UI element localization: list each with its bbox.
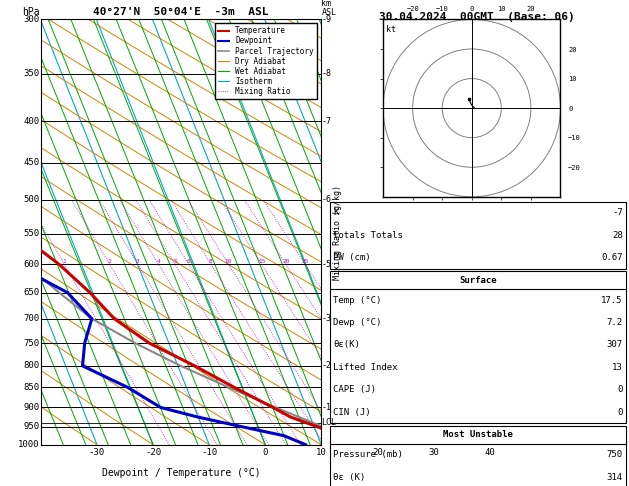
Text: -3: -3 <box>321 314 331 323</box>
Text: km
ASL: km ASL <box>321 0 337 17</box>
Text: 650: 650 <box>23 288 40 297</box>
Text: 40°27'N  50°04'E  -3m  ASL: 40°27'N 50°04'E -3m ASL <box>93 7 269 17</box>
Text: Pressure (mb): Pressure (mb) <box>333 450 403 459</box>
Text: CIN (J): CIN (J) <box>333 408 371 417</box>
Text: Surface: Surface <box>459 276 497 285</box>
Text: 1000: 1000 <box>18 440 40 449</box>
Text: Most Unstable: Most Unstable <box>443 430 513 439</box>
Legend: Temperature, Dewpoint, Parcel Trajectory, Dry Adiabat, Wet Adiabat, Isotherm, Mi: Temperature, Dewpoint, Parcel Trajectory… <box>214 23 317 99</box>
Text: 0.67: 0.67 <box>601 253 623 262</box>
Text: 8: 8 <box>209 259 213 264</box>
Text: -8: -8 <box>321 69 331 78</box>
Text: CAPE (J): CAPE (J) <box>333 385 376 394</box>
Text: 450: 450 <box>23 158 40 167</box>
Text: θε (K): θε (K) <box>333 472 365 482</box>
Text: hPa: hPa <box>22 7 40 17</box>
Text: 400: 400 <box>23 117 40 125</box>
Text: 800: 800 <box>23 362 40 370</box>
Text: 17.5: 17.5 <box>601 296 623 305</box>
Text: 1: 1 <box>62 259 66 264</box>
Text: 10: 10 <box>316 448 326 457</box>
Text: 900: 900 <box>23 403 40 412</box>
Text: 550: 550 <box>23 229 40 238</box>
Text: 5: 5 <box>173 259 177 264</box>
Text: -10: -10 <box>201 448 217 457</box>
Text: LCL: LCL <box>321 418 337 427</box>
Text: 350: 350 <box>23 69 40 78</box>
Text: 0: 0 <box>617 408 623 417</box>
Text: 20: 20 <box>372 448 383 457</box>
Text: 850: 850 <box>23 383 40 392</box>
Text: 4: 4 <box>157 259 160 264</box>
Text: -1: -1 <box>321 403 331 412</box>
Text: 13: 13 <box>612 363 623 372</box>
Text: PW (cm): PW (cm) <box>333 253 371 262</box>
Text: -7: -7 <box>321 117 331 125</box>
Text: 300: 300 <box>23 15 40 24</box>
Text: 20: 20 <box>282 259 289 264</box>
Text: 307: 307 <box>606 341 623 349</box>
Text: K: K <box>333 208 339 217</box>
Text: 0: 0 <box>262 448 268 457</box>
Text: 500: 500 <box>23 195 40 205</box>
Text: -6: -6 <box>321 195 331 205</box>
Text: 40: 40 <box>484 448 495 457</box>
Text: 700: 700 <box>23 314 40 323</box>
Text: -2: -2 <box>321 362 331 370</box>
Text: 7.2: 7.2 <box>606 318 623 327</box>
Text: Mixing Ratio (g/kg): Mixing Ratio (g/kg) <box>333 185 342 279</box>
Text: Temp (°C): Temp (°C) <box>333 296 382 305</box>
Text: 25: 25 <box>301 259 309 264</box>
Text: 15: 15 <box>258 259 265 264</box>
Text: 314: 314 <box>606 472 623 482</box>
Text: Dewp (°C): Dewp (°C) <box>333 318 382 327</box>
Text: kt: kt <box>386 25 396 35</box>
Text: 6: 6 <box>187 259 191 264</box>
Text: 30: 30 <box>428 448 439 457</box>
Text: -7: -7 <box>612 208 623 217</box>
Text: 0: 0 <box>617 385 623 394</box>
Text: 30.04.2024  00GMT  (Base: 06): 30.04.2024 00GMT (Base: 06) <box>379 12 574 22</box>
Text: Totals Totals: Totals Totals <box>333 231 403 240</box>
Text: 600: 600 <box>23 260 40 269</box>
Text: Dewpoint / Temperature (°C): Dewpoint / Temperature (°C) <box>101 468 260 478</box>
Text: -20: -20 <box>145 448 161 457</box>
Text: -30: -30 <box>89 448 105 457</box>
Text: -5: -5 <box>321 260 331 269</box>
Text: -9: -9 <box>321 15 331 24</box>
Text: 10: 10 <box>225 259 232 264</box>
Text: 950: 950 <box>23 422 40 431</box>
Text: 750: 750 <box>606 450 623 459</box>
Text: Lifted Index: Lifted Index <box>333 363 398 372</box>
Text: 28: 28 <box>612 231 623 240</box>
Text: 2: 2 <box>108 259 111 264</box>
Text: 3: 3 <box>136 259 140 264</box>
Text: θε(K): θε(K) <box>333 341 360 349</box>
Text: 750: 750 <box>23 339 40 347</box>
